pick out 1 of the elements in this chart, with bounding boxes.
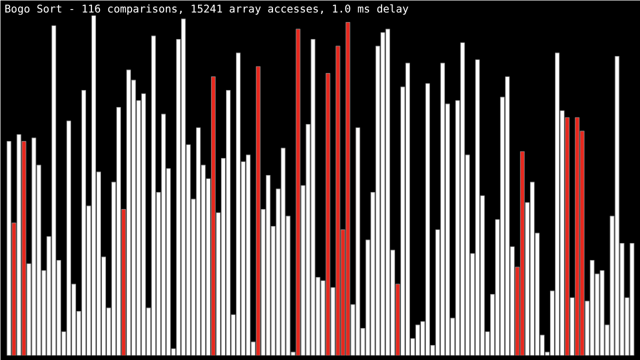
chart-title: Bogo Sort - 116 comparisons, 15241 array accesses, 1.0 ms delay: [4, 2, 409, 16]
